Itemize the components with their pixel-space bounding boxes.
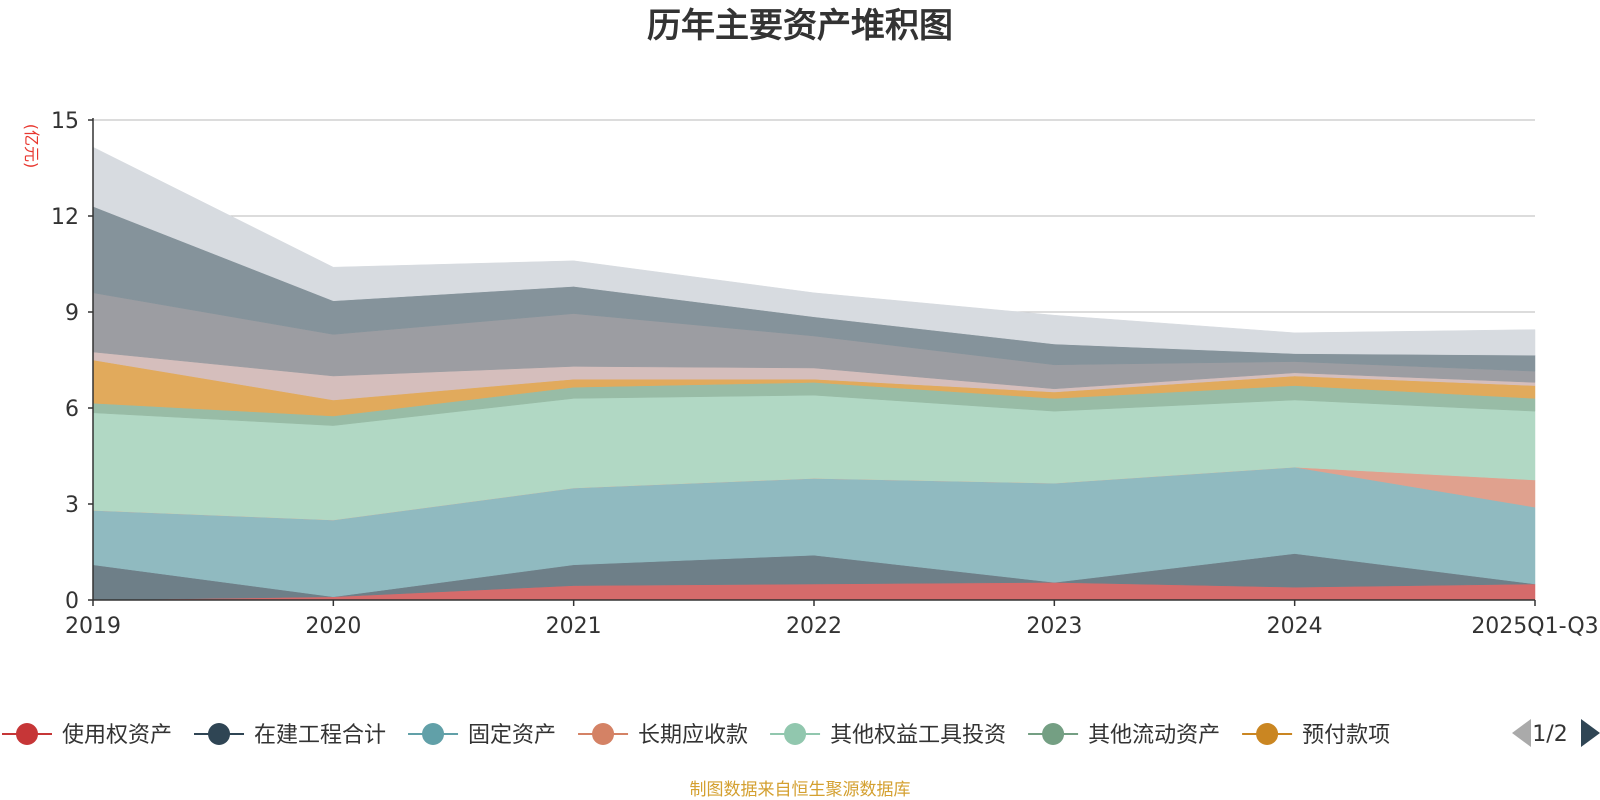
y-axis-unit-label: (亿元) — [22, 124, 41, 169]
legend-item[interactable]: 预付款项 — [1242, 723, 1390, 748]
legend-item[interactable]: 在建工程合计 — [194, 723, 386, 748]
legend-label: 使用权资产 — [62, 723, 172, 748]
y-tick-label: 9 — [65, 301, 79, 326]
x-tick-label: 2024 — [1267, 614, 1323, 639]
x-tick-label: 2020 — [305, 614, 361, 639]
legend-label: 其他权益工具投资 — [830, 723, 1006, 748]
legend-item[interactable]: 其他权益工具投资 — [770, 723, 1006, 748]
x-tick-label: 2021 — [546, 614, 602, 639]
legend-label: 预付款项 — [1302, 723, 1390, 748]
y-tick-label: 6 — [65, 397, 79, 422]
triangle-left-icon[interactable] — [1512, 719, 1531, 747]
y-tick-label: 0 — [65, 589, 79, 614]
y-tick-label: 12 — [51, 205, 79, 230]
legend-page-indicator: 1/2 — [1532, 722, 1567, 747]
legend-pager: 1/2 — [1512, 719, 1600, 747]
legend-label: 固定资产 — [468, 723, 556, 748]
x-tick-label: 2019 — [65, 614, 121, 639]
x-tick-label: 2022 — [786, 614, 842, 639]
x-tick-label: 2025Q1-Q3 — [1471, 614, 1598, 639]
legend-circle-icon — [16, 723, 38, 745]
legend-label: 其他流动资产 — [1088, 723, 1220, 748]
y-tick-label: 3 — [65, 493, 79, 518]
legend-circle-icon — [422, 723, 445, 745]
legend-item[interactable]: 使用权资产 — [2, 723, 172, 748]
legend-item[interactable]: 其他流动资产 — [1028, 723, 1220, 748]
area-series-11[interactable] — [92, 146, 1536, 356]
legend-circle-icon — [1042, 723, 1065, 745]
area-series-group — [92, 146, 1536, 601]
axes: 0 3 6 9 12 15 2019 2020 2021 2022 2023 2024 2025Q1-Q… — [51, 109, 1599, 639]
x-tick-label: 2023 — [1026, 614, 1082, 639]
triangle-right-icon[interactable] — [1581, 719, 1600, 747]
legend-circle-icon — [1256, 723, 1279, 745]
legend-label: 长期应收款 — [638, 723, 748, 748]
legend-circle-icon — [784, 723, 807, 745]
legend-label: 在建工程合计 — [254, 723, 386, 748]
chart-title: 历年主要资产堆积图 — [647, 6, 953, 46]
y-tick-label: 15 — [51, 109, 79, 134]
legend-item[interactable]: 长期应收款 — [578, 723, 748, 748]
data-source-note: 制图数据来自恒生聚源数据库 — [690, 780, 911, 800]
legend-circle-icon — [592, 723, 615, 745]
legend-item[interactable]: 固定资产 — [408, 723, 556, 748]
legend-circle-icon — [208, 723, 231, 745]
legend[interactable]: 使用权资产 在建工程合计 固定资产 长期应收款 其他权益工具投资 其他流动资产 预付款项 — [2, 723, 1390, 748]
